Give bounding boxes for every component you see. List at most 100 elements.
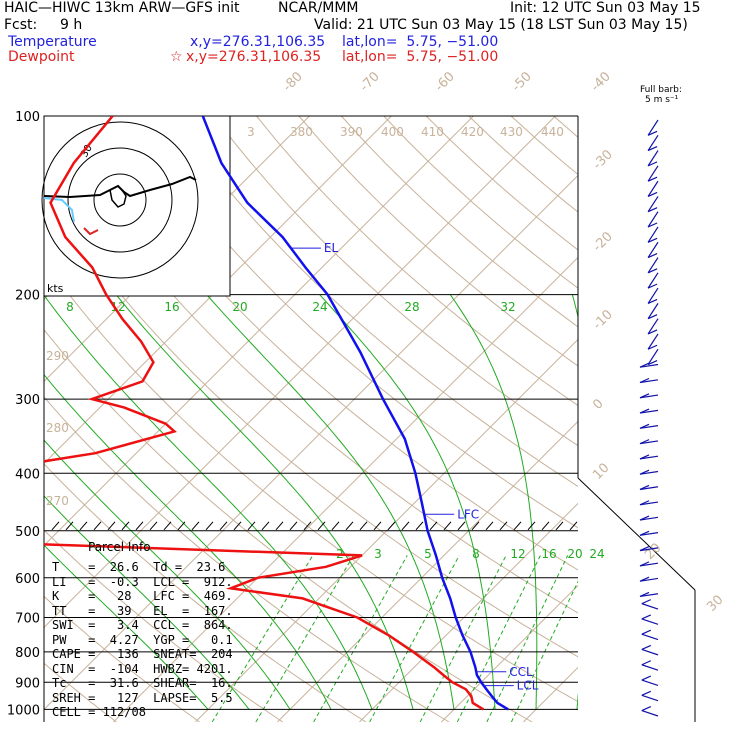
adiabat-label: 410 (421, 125, 444, 139)
mixing-ratio-label: 3 (374, 547, 382, 561)
wind-barb (639, 516, 659, 521)
wind-barb (647, 211, 659, 228)
isotherm-line (277, 420, 578, 722)
isotherm-line (44, 116, 474, 547)
wind-barb (639, 547, 659, 552)
parcel-info-row: CELL = 112/08 (52, 705, 146, 719)
mixing-ratio-label: 20 (232, 300, 247, 314)
hatch-mark (275, 521, 284, 531)
parcel-info-row: Tc = 31.6 SHEAR= 16. (52, 676, 233, 690)
hatch-mark (317, 521, 326, 531)
parcel-info-row: SWI = 3.4 CCL = 864. (52, 618, 233, 632)
level-marker-label: LFC (457, 507, 479, 521)
temperature-xy: x,y=276.31,106.35 (190, 34, 326, 50)
hatch-mark (541, 521, 550, 531)
mixing-ratio-label: 16 (541, 547, 556, 561)
wind-barb (647, 226, 659, 243)
wind-barb-flag (647, 344, 658, 350)
wind-barb-flag (639, 576, 650, 582)
wind-barb-flag (639, 362, 650, 368)
moist-adiabat (618, 295, 668, 710)
wind-barb-flag (647, 222, 658, 228)
wind-barb (641, 710, 659, 717)
adiabat-label: 3 (247, 125, 255, 139)
dry-adiabat (213, 116, 578, 447)
hatch-mark (219, 521, 228, 531)
wind-barb (647, 165, 659, 182)
mixing-ratio-label: 20 (567, 547, 582, 561)
adiabat-label: 400 (381, 125, 404, 139)
dry-adiabat (44, 396, 450, 722)
barb-legend-2: 5 m s⁻¹ (645, 95, 679, 105)
isotherm-line (195, 338, 578, 722)
wind-barb (647, 241, 659, 258)
wind-barb (647, 287, 659, 304)
hatch-mark (205, 521, 214, 531)
wind-barb (639, 593, 659, 598)
wind-barb (641, 664, 659, 671)
dry-adiabat (468, 116, 578, 213)
wind-barb-flag (639, 530, 650, 536)
hatch-mark (107, 521, 116, 531)
wind-barb-flag (639, 591, 650, 597)
isotherm-line (605, 116, 740, 722)
dry-adiabat (256, 116, 578, 407)
wind-barb-flag (639, 484, 650, 491)
wind-barb (639, 394, 659, 399)
hodograph-ring-outer (41, 121, 199, 279)
dry-adiabat (553, 116, 578, 138)
hatch-mark (331, 521, 340, 531)
wind-barb-flag (647, 191, 658, 197)
isotherm-label: 20 (642, 541, 664, 563)
hatch-mark (177, 521, 186, 531)
pressure-label: 600 (15, 572, 40, 587)
mixing-ratio-line (456, 555, 541, 722)
pressure-label: 900 (15, 676, 40, 691)
wind-barb-flag (647, 253, 658, 259)
wind-barb (639, 363, 659, 368)
hatch-mark (401, 521, 410, 531)
wind-barb (647, 318, 659, 335)
dry-adiabat (44, 463, 367, 722)
dry-adiabat (44, 662, 117, 722)
wind-barb-flag (641, 629, 652, 635)
hatch-mark (569, 521, 578, 531)
wind-barb (639, 379, 659, 384)
org-label: NCAR/MMM (278, 0, 359, 16)
wind-barb-flag (647, 329, 658, 335)
wind-barb (639, 532, 659, 536)
model-title: HAIC—HIWC 13km ARW—GFS init (4, 0, 240, 16)
valid-label: Valid: 21 UTC Sun 03 May 15 (18 LST Sun … (314, 17, 688, 33)
hatch-mark (79, 521, 88, 531)
isotherm-label: 30 (704, 593, 726, 615)
hatch-mark (485, 521, 494, 531)
wind-barb (639, 562, 659, 567)
wind-barb-flag (647, 130, 658, 136)
wind-barb-flag (639, 469, 650, 475)
isotherm-label: -50 (509, 69, 535, 95)
dry-adiabat (44, 595, 200, 722)
pressure-label: 800 (15, 646, 40, 661)
hatch-mark (65, 521, 74, 531)
dry-adiabat (340, 116, 578, 328)
mixing-ratio-line (510, 580, 578, 722)
wind-barb (641, 633, 659, 641)
pressure-label: 100 (15, 110, 40, 125)
hatch-mark (149, 521, 158, 531)
level-marker-label: CCL (509, 665, 533, 679)
hatch-mark (93, 521, 102, 531)
dry-adiabat (510, 116, 578, 176)
isotherm-label: -70 (357, 69, 383, 95)
hatch-mark (471, 521, 480, 531)
wind-barb-flag (641, 644, 652, 651)
hatch-mark (555, 521, 564, 531)
adiabat-label: 380 (290, 125, 313, 139)
parcel-info-row: SREH = 127 LAPSE= 5.5 (52, 690, 233, 705)
hodograph-units-label: kts (47, 282, 64, 295)
hatch-mark (303, 521, 312, 531)
dewpoint-profile (44, 116, 485, 711)
hatch-mark (121, 521, 130, 531)
wind-barb-flag (641, 614, 652, 620)
dry-adiabat (128, 116, 578, 529)
dry-adiabat (171, 116, 578, 488)
